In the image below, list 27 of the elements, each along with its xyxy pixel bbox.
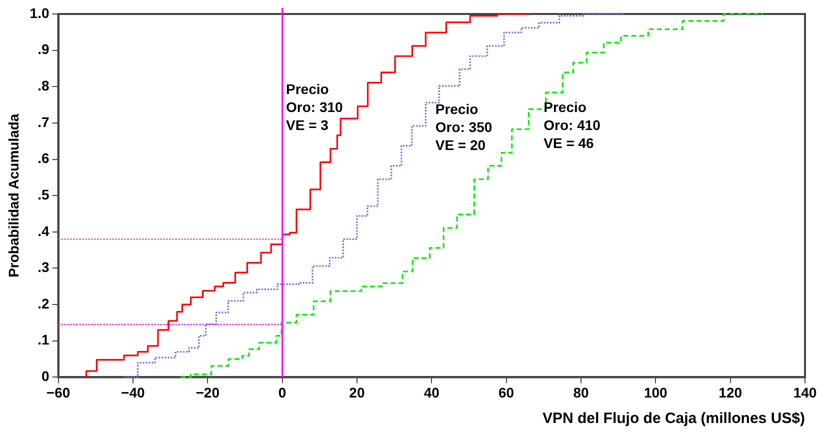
y-tick-label: 1.0 — [30, 4, 50, 21]
x-tick-label: 120 — [718, 384, 742, 400]
annotation: Precio Oro: 410 VE = 46 — [544, 99, 601, 152]
x-tick-label: 20 — [349, 384, 365, 400]
y-tick-label: .5 — [38, 186, 50, 202]
x-tick-label: −20 — [196, 384, 220, 400]
x-tick-label: 40 — [424, 384, 440, 400]
y-tick-label: .8 — [38, 78, 50, 94]
y-tick-label: .9 — [38, 41, 50, 58]
x-tick-label: 60 — [498, 384, 514, 400]
y-tick-label: .3 — [38, 259, 50, 276]
y-tick-label: .7 — [38, 114, 50, 130]
x-tick-label: 80 — [573, 384, 589, 400]
annotation: Precio Oro: 350 VE = 20 — [435, 100, 492, 153]
x-tick-label: −40 — [121, 384, 146, 400]
x-tick-label: 0 — [278, 384, 286, 400]
y-tick-label: .2 — [38, 295, 50, 312]
x-tick-label: 140 — [793, 384, 817, 400]
y-tick-label: .1 — [38, 332, 50, 348]
x-tick-label: 100 — [644, 384, 668, 400]
x-tick-label: −60 — [46, 384, 70, 400]
y-tick-label: 0 — [41, 368, 50, 384]
y-tick-label: .4 — [38, 222, 50, 239]
y-axis-title: Probabilidad Acumulada — [5, 114, 22, 278]
annotation: Precio Oro: 310 VE = 3 — [286, 80, 344, 133]
y-tick-label: .6 — [38, 150, 50, 166]
x-axis-title: VPN del Flujo de Caja (millones US$) — [542, 410, 805, 428]
